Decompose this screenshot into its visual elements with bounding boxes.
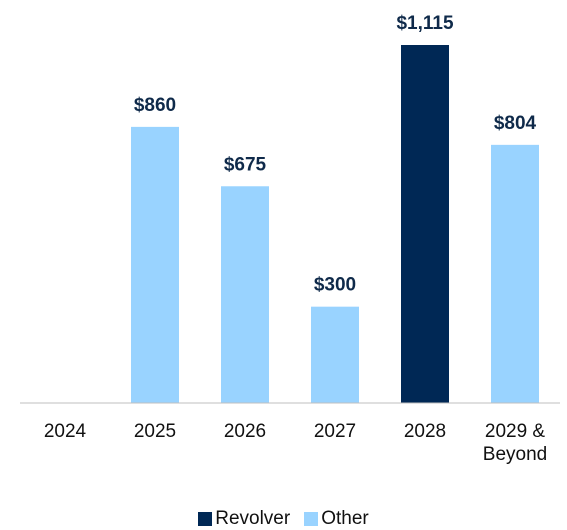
x-tick-label: 2029 & Beyond [482,421,548,465]
legend-label: Revolver [215,508,291,529]
value-label: $300 [314,275,356,296]
x-tick-label: 2024 [43,421,87,442]
bar [491,144,539,403]
x-tick-label: 2026 [223,421,267,442]
value-label: $860 [134,95,176,116]
legend-item: Other [304,508,369,530]
legend-swatch [304,512,319,526]
x-tick-label: 2027 [313,421,357,442]
x-tick-label: 2028 [403,421,447,442]
legend-swatch [198,512,213,526]
bar [401,45,449,403]
legend: Revolver Other [0,508,567,530]
bar [131,126,179,403]
value-label: $1,115 [396,13,453,34]
legend-item: Revolver [198,508,290,530]
bar [311,306,359,403]
bar [221,186,269,403]
value-label: $804 [494,113,537,134]
legend-label: Other [321,508,369,529]
value-label: $675 [224,154,267,175]
x-tick-label: 2025 [133,421,177,442]
